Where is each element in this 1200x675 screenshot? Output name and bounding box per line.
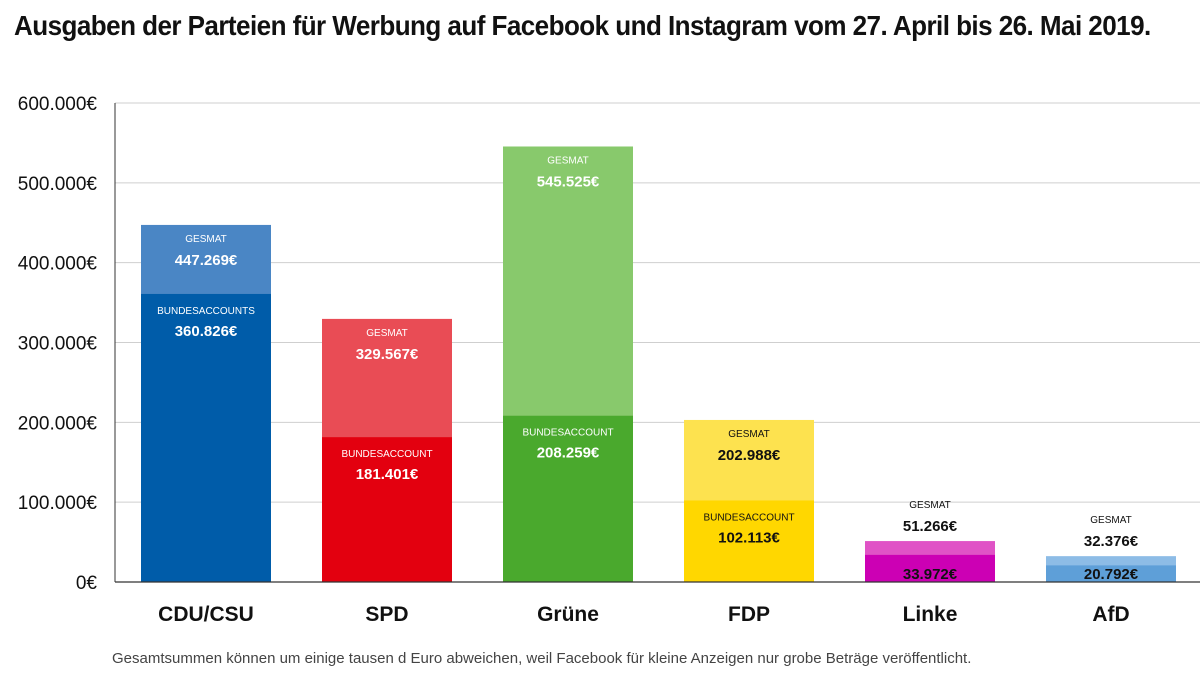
x-category-label: Linke	[903, 603, 958, 626]
bar-bundesaccount	[865, 554, 995, 582]
y-tick-label: 200.000€	[18, 413, 98, 434]
bundesaccount-tag-label: BUNDESACCOUNTS	[157, 306, 255, 317]
total-tag-label: GESMAT	[909, 500, 950, 511]
bundesaccount-value-label: 20.792€	[1084, 566, 1139, 583]
bar-bundesaccount	[684, 500, 814, 582]
bar-bundesaccount	[1046, 565, 1176, 582]
total-tag-label: GESMAT	[728, 429, 769, 440]
total-value-label: 545.525€	[537, 173, 600, 190]
bundesaccount-value-label: 208.259€	[537, 445, 600, 462]
total-value-label: 447.269€	[175, 252, 238, 269]
y-tick-label: 500.000€	[18, 174, 98, 195]
x-category-label: Grüne	[537, 603, 599, 626]
total-tag-label: GESMAT	[185, 234, 226, 245]
footnote: Gesamtsummen können um einige tausen d E…	[112, 650, 972, 667]
total-value-label: 51.266€	[903, 518, 958, 535]
total-value-label: 32.376€	[1084, 533, 1139, 550]
x-category-label: SPD	[365, 603, 408, 626]
bundesaccount-tag-label: BUNDESACCOUNT	[522, 428, 613, 439]
total-value-label: 202.988€	[718, 447, 781, 464]
y-tick-label: 100.000€	[18, 493, 98, 514]
total-value-label: 329.567€	[356, 346, 419, 363]
y-tick-label: 400.000€	[18, 254, 98, 275]
bar-bundesaccount	[141, 293, 271, 582]
y-tick-label: 0€	[76, 573, 98, 594]
bundesaccount-tag-label: BUNDESACCOUNT	[341, 449, 432, 460]
total-tag-label: GESMAT	[1090, 515, 1131, 526]
total-tag-label: GESMAT	[366, 328, 407, 339]
x-category-label: AfD	[1092, 603, 1129, 626]
y-tick-label: 300.000€	[18, 334, 98, 355]
total-tag-label: GESMAT	[547, 155, 588, 166]
bar-bundesaccount	[322, 437, 452, 582]
x-category-label: FDP	[728, 603, 770, 626]
bundesaccount-tag-label: BUNDESACCOUNT	[703, 512, 794, 523]
bar-bundesaccount	[503, 415, 633, 582]
y-tick-label: 600.000€	[18, 94, 98, 115]
chart-title: Ausgaben der Parteien für Werbung auf Fa…	[14, 10, 1151, 41]
x-category-label: CDU/CSU	[158, 603, 254, 626]
bundesaccount-value-label: 181.401€	[356, 466, 419, 483]
bundesaccount-value-label: 360.826€	[175, 323, 238, 340]
bundesaccount-value-label: 102.113€	[718, 529, 780, 546]
bundesaccount-value-label: 33.972€	[903, 566, 958, 583]
